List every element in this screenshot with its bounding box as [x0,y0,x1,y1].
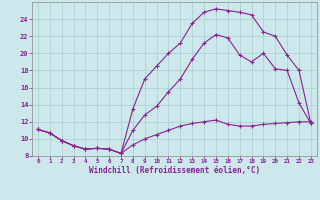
X-axis label: Windchill (Refroidissement éolien,°C): Windchill (Refroidissement éolien,°C) [89,166,260,175]
